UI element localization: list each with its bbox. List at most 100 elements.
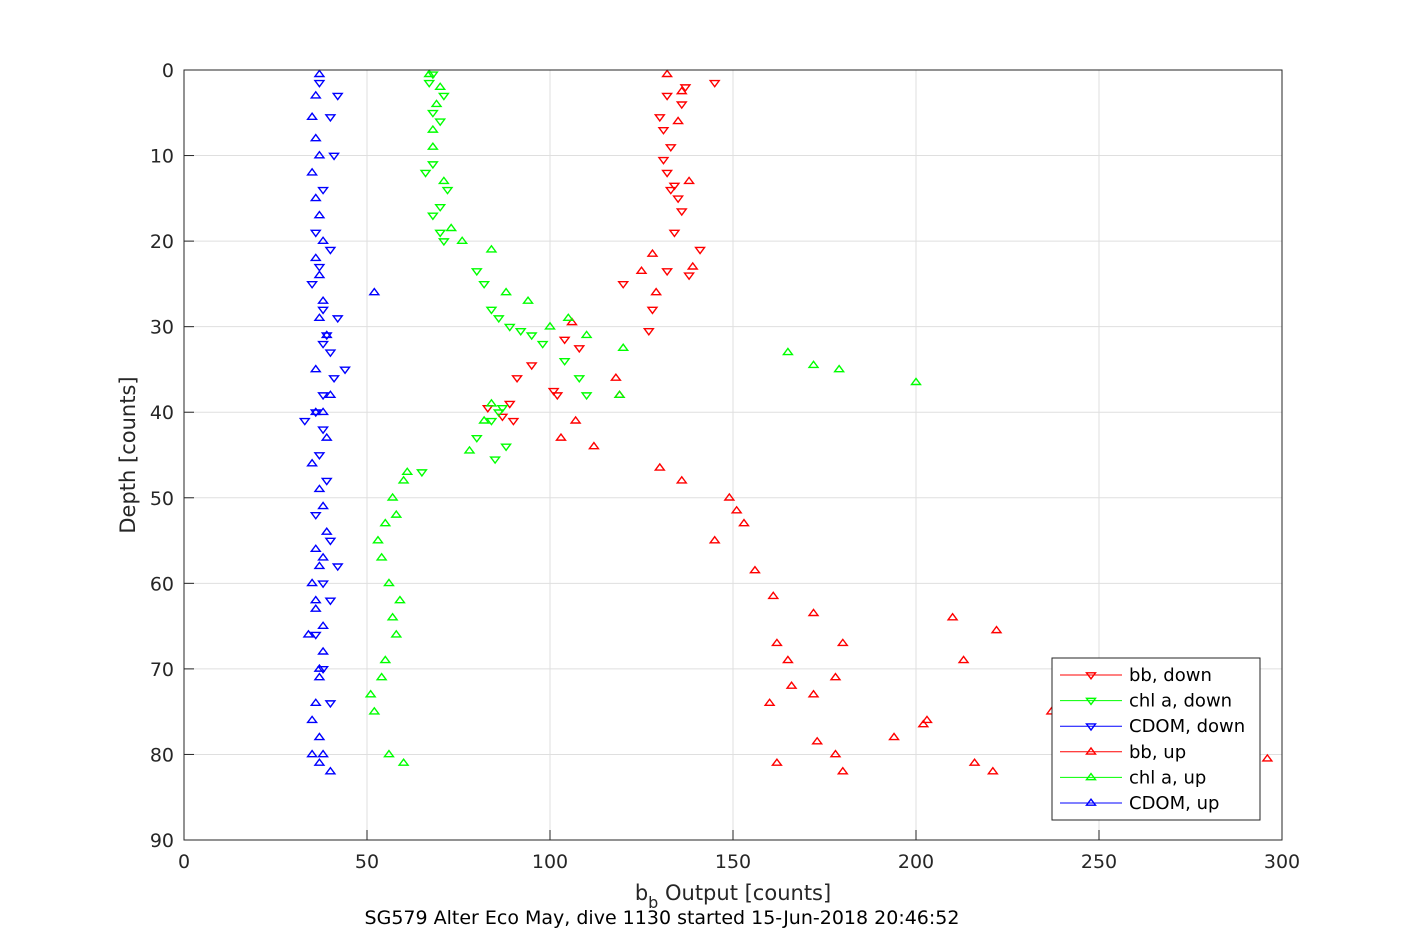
data-point bbox=[522, 295, 534, 304]
y-tick-label: 50 bbox=[150, 488, 174, 510]
legend-marker bbox=[1085, 746, 1097, 755]
data-point bbox=[426, 124, 439, 133]
data-point bbox=[507, 417, 520, 426]
data-point bbox=[394, 595, 406, 604]
data-point bbox=[463, 445, 476, 454]
data-point bbox=[306, 280, 318, 289]
data-point bbox=[298, 417, 311, 426]
data-point bbox=[503, 400, 516, 409]
data-point bbox=[317, 749, 329, 758]
data-point bbox=[313, 663, 326, 672]
data-point bbox=[309, 253, 322, 262]
data-point bbox=[434, 229, 447, 238]
legend-entry: bb, down bbox=[1060, 665, 1212, 686]
data-point bbox=[708, 79, 721, 88]
data-point bbox=[496, 405, 509, 413]
data-point bbox=[485, 398, 498, 407]
data-point bbox=[661, 69, 674, 78]
data-point bbox=[306, 715, 318, 724]
data-point bbox=[514, 328, 527, 336]
data-point bbox=[306, 167, 318, 176]
data-point bbox=[397, 757, 410, 766]
data-point bbox=[313, 672, 326, 681]
data-point bbox=[957, 655, 970, 664]
data-point bbox=[617, 280, 630, 289]
data-point bbox=[317, 340, 329, 349]
data-point bbox=[566, 317, 578, 326]
data-point bbox=[437, 92, 450, 101]
data-point bbox=[324, 537, 337, 546]
data-point bbox=[675, 208, 688, 217]
legend-label: CDOM, down bbox=[1129, 716, 1245, 737]
data-point bbox=[668, 182, 681, 191]
data-point bbox=[397, 475, 410, 484]
data-point bbox=[888, 732, 900, 741]
data-point bbox=[668, 229, 681, 238]
data-point bbox=[562, 313, 575, 322]
data-point bbox=[368, 706, 381, 715]
data-point bbox=[485, 244, 498, 253]
data-point bbox=[437, 238, 450, 247]
data-point bbox=[364, 689, 377, 698]
data-point bbox=[573, 375, 586, 384]
figure-caption: SG579 Alter Eco May, dive 1130 started 1… bbox=[365, 907, 960, 929]
data-point bbox=[986, 766, 999, 775]
data-point bbox=[320, 432, 333, 441]
data-point bbox=[313, 757, 326, 766]
y-tick-label: 90 bbox=[150, 830, 174, 852]
data-point bbox=[309, 544, 322, 553]
series-chl-a-up bbox=[364, 69, 922, 766]
data-point bbox=[836, 638, 849, 647]
data-point bbox=[661, 92, 674, 101]
data-point bbox=[375, 552, 388, 561]
data-point bbox=[331, 563, 344, 572]
data-point bbox=[683, 176, 695, 185]
data-point bbox=[496, 413, 509, 422]
data-point bbox=[829, 672, 842, 681]
data-point bbox=[309, 133, 322, 142]
data-point bbox=[320, 477, 333, 486]
series-bb-down bbox=[481, 79, 721, 426]
data-point bbox=[558, 357, 571, 366]
legend-marker bbox=[1085, 672, 1097, 681]
data-point bbox=[1261, 753, 1274, 762]
y-tick-label: 0 bbox=[162, 60, 174, 82]
series-cdom-down bbox=[298, 79, 351, 709]
data-point bbox=[525, 332, 538, 341]
data-point bbox=[313, 313, 326, 322]
data-point bbox=[679, 84, 692, 93]
data-point bbox=[313, 270, 326, 279]
x-axis-label: bb Output [counts] bbox=[635, 881, 831, 912]
data-point bbox=[910, 377, 922, 386]
data-point bbox=[767, 591, 780, 600]
data-point bbox=[635, 266, 648, 274]
data-point bbox=[525, 362, 538, 371]
data-point bbox=[309, 698, 322, 707]
data-point bbox=[375, 672, 388, 681]
y-tick-label: 70 bbox=[150, 659, 174, 681]
y-axis-label: Depth [counts] bbox=[116, 376, 140, 533]
data-point bbox=[672, 116, 684, 125]
legend-label: chl a, up bbox=[1129, 767, 1206, 788]
data-point bbox=[470, 434, 483, 443]
data-point bbox=[426, 161, 439, 170]
data-point bbox=[664, 186, 677, 195]
data-point bbox=[320, 526, 333, 535]
legend-entry: chl a, up bbox=[1060, 767, 1206, 788]
data-point bbox=[309, 603, 322, 612]
data-point bbox=[313, 484, 326, 493]
legend-label: CDOM, up bbox=[1129, 793, 1219, 814]
data-point bbox=[320, 330, 333, 339]
data-point bbox=[708, 535, 721, 544]
data-point bbox=[492, 409, 505, 418]
y-tick-label: 10 bbox=[150, 146, 174, 168]
data-point bbox=[829, 749, 842, 758]
y-tick-label: 20 bbox=[150, 231, 174, 253]
series-cdom-up bbox=[302, 69, 381, 775]
data-point bbox=[675, 101, 688, 110]
data-point bbox=[419, 169, 432, 178]
data-point bbox=[836, 766, 849, 775]
x-tick-label: 300 bbox=[1264, 851, 1300, 873]
data-point bbox=[485, 417, 498, 426]
